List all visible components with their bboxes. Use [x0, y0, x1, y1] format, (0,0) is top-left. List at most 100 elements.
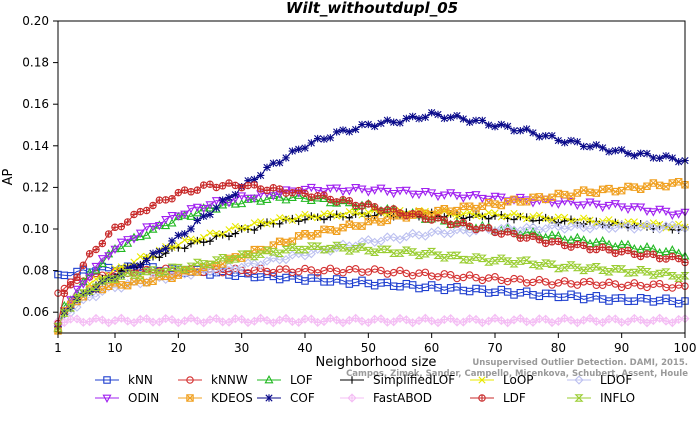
data-point-LDF	[497, 230, 506, 238]
data-point-COF	[332, 128, 341, 136]
data-point-INFLO	[218, 254, 228, 262]
data-point-LDOF	[572, 220, 582, 230]
series-FastABOD	[53, 313, 690, 328]
data-point-FastABOD	[186, 313, 196, 323]
data-point-LoOP	[326, 209, 334, 217]
y-tick-label: 0.06	[22, 305, 49, 319]
data-point-KDEOS	[611, 187, 620, 196]
data-point-COF	[123, 264, 132, 272]
data-point-LDF	[370, 203, 379, 211]
data-point-LDOF	[306, 249, 316, 259]
data-point-FastABOD	[642, 318, 652, 328]
data-point-ODIN	[325, 184, 335, 194]
data-point-LoOP	[364, 208, 372, 217]
data-point-KDEOS	[484, 198, 493, 207]
data-point-INFLO	[636, 265, 646, 274]
data-point-kNNW	[351, 265, 360, 273]
data-point-FastABOD	[427, 316, 437, 326]
data-point-COF	[256, 171, 265, 180]
data-point-COF	[617, 146, 626, 154]
data-point-LoOP	[282, 215, 290, 223]
data-point-COF	[649, 154, 658, 162]
data-point-COF	[535, 133, 544, 141]
data-point-LDF	[503, 228, 512, 236]
data-point-kNNW	[269, 268, 278, 277]
data-point-SimplifiedLOF	[250, 226, 259, 234]
data-point-LDF	[377, 207, 385, 215]
data-point-FastABOD	[199, 318, 209, 328]
data-point-ODIN	[623, 205, 633, 214]
data-point-kNNW	[377, 266, 385, 275]
data-point-COF	[364, 120, 373, 129]
data-point-INFLO	[344, 247, 354, 255]
data-point-LDF	[313, 192, 322, 200]
data-point-INFLO	[604, 267, 614, 276]
data-point-COF	[472, 116, 480, 125]
data-point-KDEOS	[453, 206, 461, 215]
data-point-ODIN	[180, 210, 190, 219]
data-point-ODIN	[395, 187, 405, 196]
data-point-LDF	[66, 281, 75, 289]
data-point-kNNW	[478, 276, 487, 285]
data-point-KDEOS	[332, 227, 341, 236]
data-point-INFLO	[439, 254, 449, 262]
data-point-COF	[206, 210, 214, 219]
data-point-KDEOS	[567, 192, 575, 201]
data-point-COF	[301, 144, 309, 152]
data-point-INFLO	[123, 269, 133, 277]
data-point-COF	[161, 244, 170, 253]
data-point-kNNW	[364, 268, 373, 276]
data-point-FastABOD	[446, 314, 456, 324]
data-point-kNNW	[643, 283, 651, 292]
data-point-LoOP	[288, 216, 296, 225]
data-point-LoOP	[485, 209, 493, 217]
data-point-LDF	[535, 236, 544, 244]
data-point-FastABOD	[180, 316, 190, 326]
data-point-kNNW	[655, 279, 664, 288]
data-point-ODIN	[389, 189, 399, 199]
data-point-ODIN	[287, 187, 297, 196]
data-point-FastABOD	[142, 314, 152, 324]
legend-label: INFLO	[600, 391, 635, 405]
data-point-ODIN	[642, 207, 652, 217]
data-point-ODIN	[465, 192, 475, 201]
data-point-INFLO	[294, 245, 304, 254]
data-point-LoOP	[529, 212, 537, 221]
data-point-INFLO	[154, 268, 164, 277]
data-point-COF	[446, 113, 455, 122]
data-point-COF	[85, 288, 94, 296]
data-point-SimplifiedLOF	[326, 213, 335, 221]
data-point-LDF	[522, 234, 531, 242]
data-point-LoOP	[136, 253, 144, 261]
data-point-LOF	[636, 244, 646, 253]
data-point-LDOF	[433, 226, 443, 236]
legend-item-LOF: LOF	[257, 373, 313, 387]
data-point-LDOF	[249, 259, 259, 269]
data-point-COF	[415, 114, 423, 123]
data-point-KDEOS	[548, 193, 556, 202]
data-point-ODIN	[142, 223, 152, 232]
data-point-LOF	[617, 239, 627, 248]
data-point-LDF	[598, 243, 607, 251]
data-point-LOF	[85, 268, 95, 277]
data-point-ODIN	[268, 192, 278, 201]
data-point-INFLO	[528, 260, 538, 269]
data-point-INFLO	[173, 263, 183, 272]
data-point-LoOP	[307, 213, 315, 221]
data-point-COF	[402, 114, 411, 123]
chart-title: Wilt_withoutdupl_05	[286, 0, 458, 17]
data-point-COF	[98, 278, 107, 286]
data-point-ODIN	[610, 200, 620, 209]
data-point-LDOF	[230, 264, 240, 274]
data-point-INFLO	[572, 263, 582, 272]
data-point-FastABOD	[560, 313, 570, 323]
data-point-LDF	[237, 183, 246, 192]
data-point-COF	[294, 145, 303, 153]
data-point-ODIN	[85, 273, 95, 282]
data-point-LDF	[294, 186, 303, 195]
data-point-COF	[668, 154, 677, 162]
data-point-ODIN	[237, 192, 247, 201]
data-point-KDEOS	[358, 222, 366, 230]
data-point-LOF	[142, 230, 152, 239]
y-tick-label: 0.14	[22, 139, 49, 153]
